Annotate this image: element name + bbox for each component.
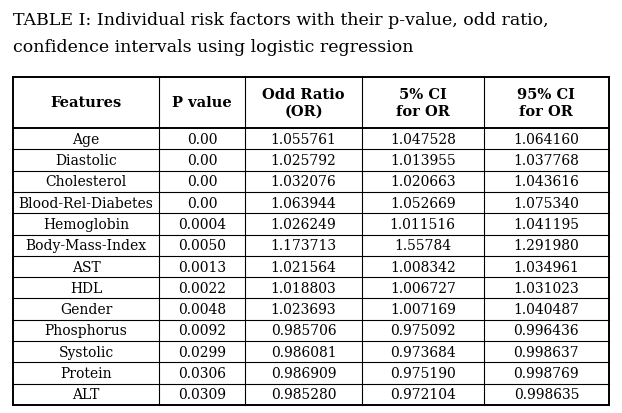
Text: 1.041195: 1.041195	[513, 217, 580, 231]
Text: 1.063944: 1.063944	[271, 196, 337, 210]
Text: TABLE I: Individual risk factors with their p-value, odd ratio,: TABLE I: Individual risk factors with th…	[13, 12, 549, 29]
Text: 95% CI
for OR: 95% CI for OR	[518, 88, 575, 118]
Text: 0.00: 0.00	[187, 154, 218, 168]
Text: 1.032076: 1.032076	[271, 175, 337, 189]
Text: 1.173713: 1.173713	[271, 239, 337, 253]
Text: 1.075340: 1.075340	[514, 196, 579, 210]
Text: Features: Features	[50, 96, 122, 110]
Text: Protein: Protein	[60, 366, 112, 380]
Text: 0.972104: 0.972104	[390, 387, 456, 401]
Text: 0.998637: 0.998637	[514, 345, 579, 359]
Text: 0.0022: 0.0022	[179, 281, 226, 295]
Text: 0.998635: 0.998635	[514, 387, 579, 401]
Text: 1.013955: 1.013955	[390, 154, 456, 168]
Text: Hemoglobin: Hemoglobin	[43, 217, 129, 231]
Text: 1.043616: 1.043616	[514, 175, 579, 189]
Text: 0.0092: 0.0092	[179, 324, 226, 337]
Text: 1.064160: 1.064160	[514, 132, 579, 146]
Text: Body-Mass-Index: Body-Mass-Index	[26, 239, 147, 253]
Text: 0.0004: 0.0004	[178, 217, 226, 231]
Text: 1.291980: 1.291980	[514, 239, 579, 253]
Text: Gender: Gender	[60, 302, 112, 316]
Text: 0.0013: 0.0013	[178, 260, 226, 274]
Text: Odd Ratio
(OR): Odd Ratio (OR)	[262, 88, 345, 118]
Text: 1.025792: 1.025792	[271, 154, 337, 168]
Text: P value: P value	[172, 96, 232, 110]
Text: Age: Age	[72, 132, 100, 146]
Text: 0.973684: 0.973684	[390, 345, 456, 359]
Text: 0.00: 0.00	[187, 175, 218, 189]
Text: 1.021564: 1.021564	[271, 260, 337, 274]
Text: Phosphorus: Phosphorus	[45, 324, 128, 337]
Text: Cholesterol: Cholesterol	[45, 175, 127, 189]
Text: 1.031023: 1.031023	[514, 281, 579, 295]
Text: 0.0050: 0.0050	[179, 239, 226, 253]
Text: 1.023693: 1.023693	[271, 302, 337, 316]
Text: 1.037768: 1.037768	[514, 154, 579, 168]
Text: 1.011516: 1.011516	[390, 217, 456, 231]
Text: AST: AST	[72, 260, 100, 274]
Text: 1.040487: 1.040487	[513, 302, 580, 316]
Text: 1.55784: 1.55784	[394, 239, 452, 253]
Text: 0.0309: 0.0309	[179, 387, 226, 401]
Text: 0.0048: 0.0048	[178, 302, 226, 316]
Text: 0.975190: 0.975190	[390, 366, 456, 380]
Text: 1.018803: 1.018803	[271, 281, 337, 295]
Text: Blood-Rel-Diabetes: Blood-Rel-Diabetes	[19, 196, 154, 210]
Text: 1.006727: 1.006727	[390, 281, 456, 295]
Text: confidence intervals using logistic regression: confidence intervals using logistic regr…	[13, 39, 414, 56]
Text: ALT: ALT	[72, 387, 100, 401]
Text: 0.0306: 0.0306	[179, 366, 226, 380]
Text: 0.00: 0.00	[187, 196, 218, 210]
Text: 0.975092: 0.975092	[390, 324, 455, 337]
Text: 1.020663: 1.020663	[390, 175, 455, 189]
Text: 1.052669: 1.052669	[390, 196, 455, 210]
Text: 0.986909: 0.986909	[271, 366, 337, 380]
Text: 5% CI
for OR: 5% CI for OR	[396, 88, 450, 118]
Text: 1.007169: 1.007169	[390, 302, 456, 316]
Text: 1.008342: 1.008342	[390, 260, 456, 274]
Text: 1.026249: 1.026249	[271, 217, 337, 231]
Text: 0.985280: 0.985280	[271, 387, 337, 401]
Text: 0.996436: 0.996436	[514, 324, 579, 337]
Text: 0.986081: 0.986081	[271, 345, 337, 359]
Text: 0.00: 0.00	[187, 132, 218, 146]
Text: 0.985706: 0.985706	[271, 324, 337, 337]
Text: Systolic: Systolic	[58, 345, 114, 359]
Text: 1.034961: 1.034961	[514, 260, 579, 274]
Text: 1.055761: 1.055761	[271, 132, 337, 146]
Text: Diastolic: Diastolic	[55, 154, 117, 168]
Text: 0.998769: 0.998769	[514, 366, 579, 380]
Text: 1.047528: 1.047528	[390, 132, 456, 146]
Text: HDL: HDL	[70, 281, 102, 295]
Text: 0.0299: 0.0299	[179, 345, 226, 359]
